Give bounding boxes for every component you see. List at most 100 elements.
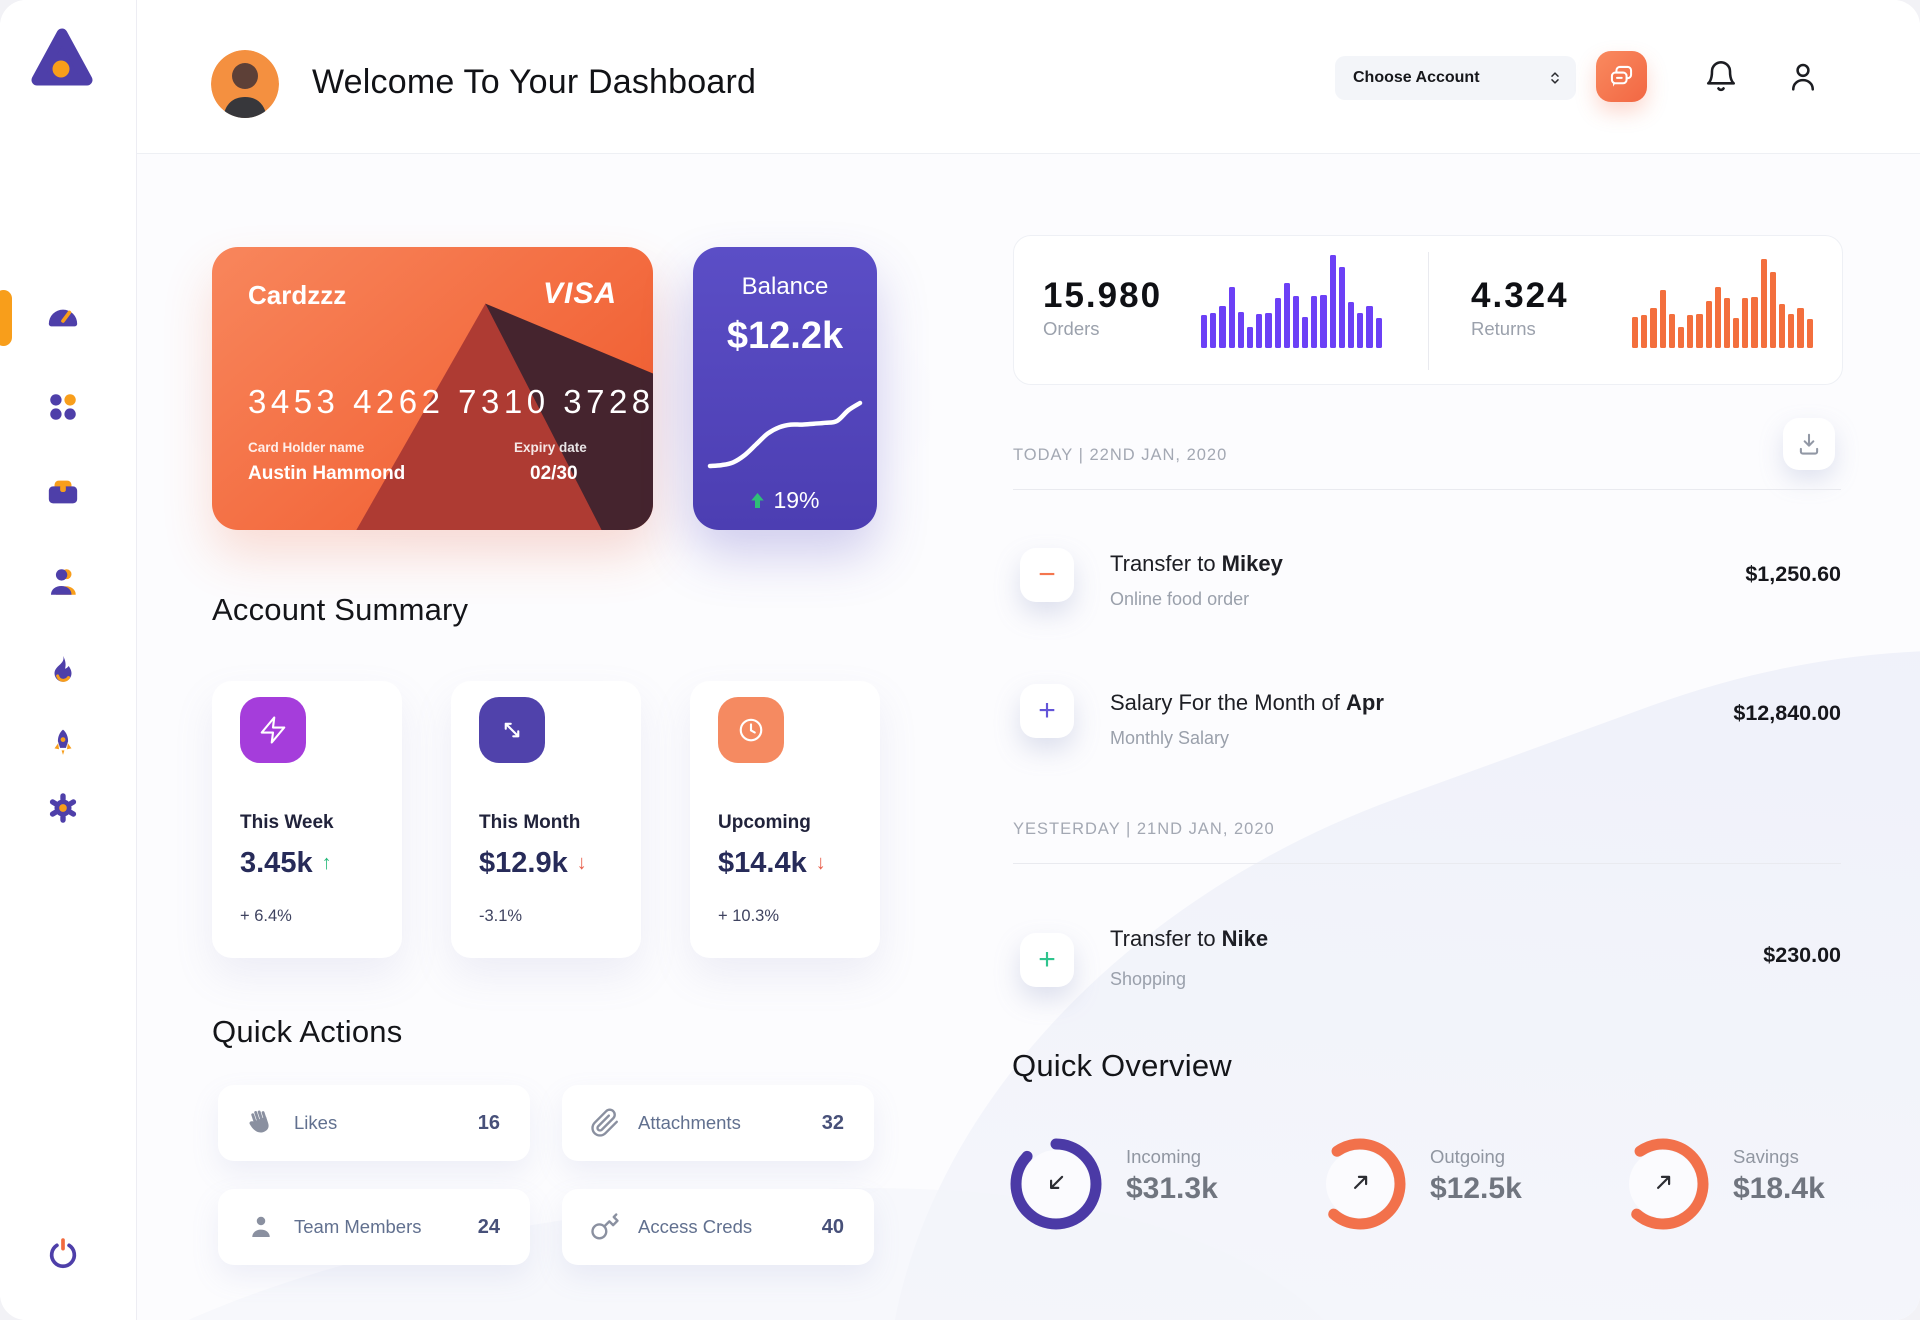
- sidebar-item-logout[interactable]: [46, 1237, 80, 1271]
- summary-delta: + 10.3%: [718, 907, 780, 925]
- sidebar: [0, 0, 137, 1320]
- transaction-sign: +: [1020, 684, 1074, 738]
- incoming-ring: [1010, 1138, 1102, 1230]
- quick-action-count: 16: [477, 1111, 500, 1134]
- trend-arrow: ↓: [815, 852, 826, 874]
- orders-sparkline: [1201, 252, 1386, 348]
- summary-label: This Month: [479, 812, 581, 833]
- transaction-subtitle: Monthly Salary: [1110, 728, 1230, 748]
- transaction-sign: +: [1020, 933, 1074, 987]
- diagonal-arrows-icon: [504, 722, 520, 738]
- sidebar-item-dashboard[interactable]: [46, 299, 80, 333]
- summary-delta: + 6.4%: [240, 907, 292, 925]
- balance-trend-chart: [707, 400, 863, 469]
- messages-button[interactable]: [1596, 51, 1647, 102]
- quick-overview-title: Quick Overview: [1012, 1048, 1232, 1083]
- summary-label: Upcoming: [718, 812, 811, 833]
- quick-action-team-members[interactable]: Team Members 24: [218, 1189, 530, 1265]
- quick-action-label: Team Members: [294, 1216, 422, 1237]
- balance-title: Balance: [741, 273, 829, 300]
- overview-label: Savings: [1733, 1146, 1799, 1167]
- orders-label: Orders: [1043, 318, 1100, 339]
- transaction-subtitle: Online food order: [1110, 589, 1250, 609]
- bell-icon: [1706, 61, 1736, 92]
- hand-icon: [249, 1110, 269, 1133]
- summary-card-this-week: This Week 3.45k ↑ + 6.4%: [212, 681, 402, 958]
- notifications-button[interactable]: [1703, 59, 1739, 95]
- card-holder-name: Austin Hammond: [248, 463, 406, 484]
- down-left-arrow-icon: [1050, 1175, 1064, 1190]
- divider: [1013, 489, 1841, 490]
- quick-action-likes[interactable]: Likes 16: [218, 1085, 530, 1161]
- credit-card: Cardzzz VISA 3453 4262 7310 3728 Card Ho…: [212, 247, 653, 530]
- up-arrow-icon: [751, 493, 765, 508]
- sidebar-item-launch[interactable]: [46, 726, 80, 760]
- balance-card: Balance $12.2k 19%: [693, 247, 877, 530]
- balance-change: 19%: [773, 487, 820, 513]
- sidebar-item-apps[interactable]: [46, 390, 80, 424]
- quick-action-label: Access Creds: [638, 1216, 753, 1237]
- triangle-logo[interactable]: [30, 28, 94, 99]
- quick-action-count: 32: [821, 1111, 844, 1134]
- returns-sparkline: [1632, 252, 1817, 348]
- active-item-indicator: [0, 290, 12, 346]
- account-summary-title: Account Summary: [212, 592, 469, 627]
- power-icon: [49, 1238, 77, 1269]
- transaction-title[interactable]: Transfer to Nike: [1110, 926, 1269, 951]
- speedometer-icon: [48, 309, 78, 327]
- summary-card-this-month: This Month $12.9k ↓ -3.1%: [451, 681, 641, 958]
- grid-icon: [50, 394, 76, 420]
- transaction-title[interactable]: Salary For the Month of Apr: [1110, 690, 1384, 715]
- sidebar-item-contacts[interactable]: [46, 565, 80, 599]
- expiry-date: 02/30: [530, 463, 578, 484]
- account-selector-label: Choose Account: [1353, 69, 1480, 86]
- account-selector[interactable]: Choose Account: [1335, 56, 1576, 100]
- quick-action-label: Attachments: [638, 1112, 741, 1133]
- overview-value: $12.5k: [1430, 1172, 1522, 1205]
- summary-card-upcoming: Upcoming $14.4k ↓ + 10.3%: [690, 681, 880, 958]
- transaction-title[interactable]: Transfer to Mikey: [1110, 551, 1283, 576]
- savings-ring: [1617, 1138, 1709, 1230]
- overview-value: $31.3k: [1126, 1172, 1218, 1205]
- divider: [1013, 863, 1841, 864]
- transaction-sign: −: [1020, 548, 1074, 602]
- briefcase-icon: [48, 480, 78, 504]
- summary-value: 3.45k: [240, 847, 313, 879]
- quick-action-access-creds[interactable]: Access Creds 40: [562, 1189, 874, 1265]
- gear-icon: [49, 793, 77, 823]
- summary-value: $14.4k: [718, 847, 807, 879]
- date-group-label: TODAY | 22ND JAN, 2020: [1013, 446, 1228, 464]
- quick-actions-title: Quick Actions: [212, 1014, 403, 1049]
- divider: [1428, 252, 1429, 370]
- card-holder-label: Card Holder name: [248, 440, 365, 455]
- user-outline-icon: [1791, 63, 1815, 91]
- lightning-icon: [260, 716, 286, 744]
- sidebar-item-trending[interactable]: [46, 653, 80, 687]
- quick-action-count: 24: [477, 1215, 500, 1238]
- transaction-amount: $12,840.00: [1733, 701, 1841, 725]
- download-button[interactable]: [1783, 418, 1835, 470]
- page-title: Welcome To Your Dashboard: [312, 63, 757, 101]
- returns-label: Returns: [1471, 318, 1536, 339]
- minus-icon: −: [1038, 558, 1056, 591]
- quick-action-attachments[interactable]: Attachments 32: [562, 1085, 874, 1161]
- chat-icon: [1610, 65, 1633, 87]
- expiry-label: Expiry date: [514, 440, 587, 455]
- sidebar-item-settings[interactable]: [46, 791, 80, 825]
- header: Welcome To Your Dashboard Choose Account: [136, 0, 1920, 154]
- clock-icon: [739, 718, 763, 742]
- returns-value: 4.324: [1471, 276, 1569, 315]
- trend-arrow: ↓: [576, 852, 587, 874]
- avatar[interactable]: [211, 50, 279, 118]
- quick-action-count: 40: [821, 1215, 844, 1238]
- overview-label: Incoming: [1126, 1146, 1202, 1167]
- visa-logo: VISA: [542, 277, 617, 310]
- member-icon: [252, 1216, 270, 1237]
- transaction-amount: $230.00: [1763, 943, 1841, 967]
- summary-label: This Week: [240, 812, 334, 833]
- sidebar-item-projects[interactable]: [46, 475, 80, 509]
- profile-button[interactable]: [1785, 59, 1821, 95]
- overview-label: Outgoing: [1430, 1146, 1506, 1167]
- summary-value: $12.9k: [479, 847, 568, 879]
